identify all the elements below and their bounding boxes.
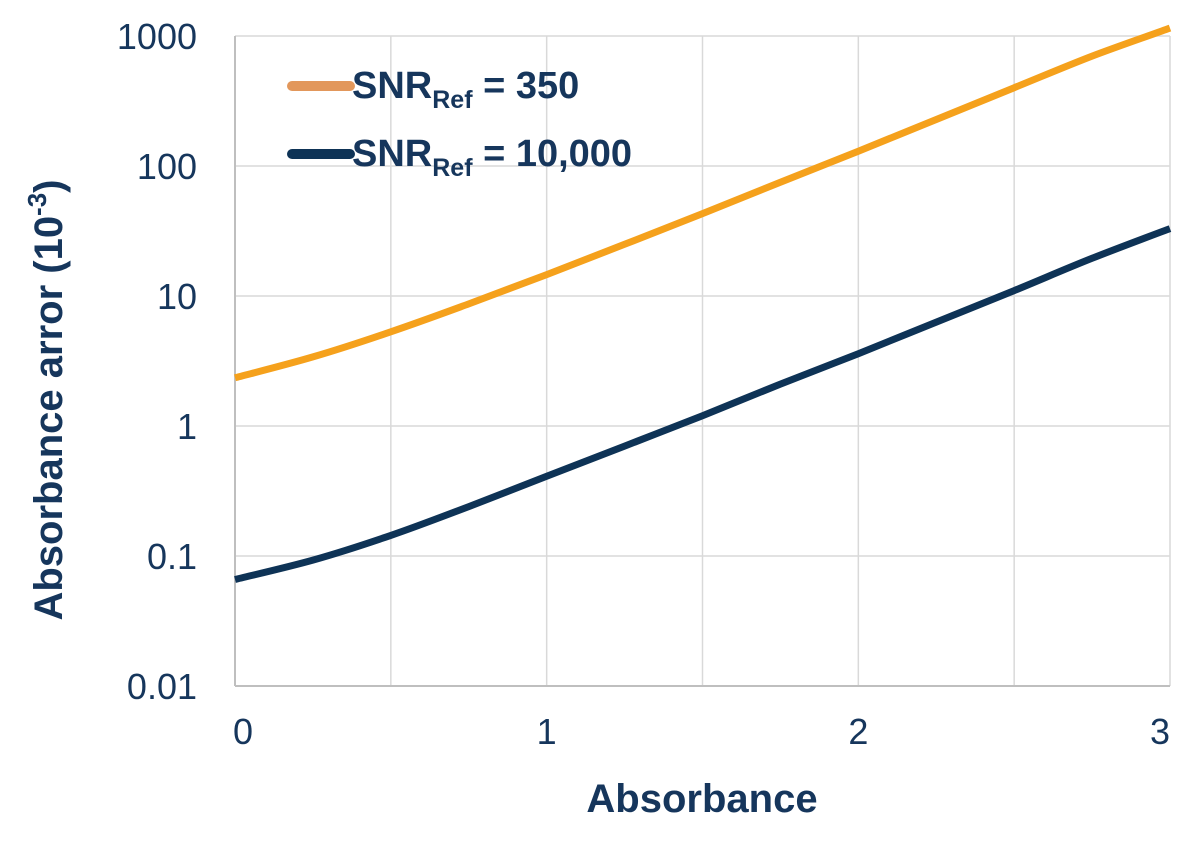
y-tick-label: 10 [157,276,197,317]
x-tick-label: 3 [1150,711,1170,752]
legend-item-1: SNRRef = 350 [287,65,579,114]
x-tick-label: 1 [537,711,557,752]
y-axis-title-suffix: ) [27,179,71,192]
legend-label-2: SNRRef = 10,000 [352,133,632,182]
y-tick-label: 1 [177,406,197,447]
y-axis-title-exponent: -3 [22,193,52,216]
grid [235,35,1171,686]
y-axis-title: Absorbance arror (10-3) [22,179,71,620]
x-tick-labels: 0 1 2 3 [233,711,1170,752]
series-line-2 [234,225,1172,583]
x-tick-label: 0 [233,711,253,752]
x-tick-label: 2 [848,711,868,752]
legend: SNRRef = 350 SNRRef = 10,000 [287,65,632,182]
y-tick-labels: 0.01 0.1 1 10 100 1000 [117,16,197,707]
y-tick-label: 0.01 [127,666,197,707]
y-tick-label: 100 [137,146,197,187]
series-line-1 [234,24,1172,382]
x-axis-title: Absorbance [586,777,817,821]
y-tick-label: 1000 [117,16,197,57]
legend-label-2-main: SNR [352,133,432,175]
legend-label-2-rest: = 10,000 [473,133,633,175]
legend-label-1-sub: Ref [432,86,473,114]
legend-label-1: SNRRef = 350 [352,65,579,114]
legend-label-1-main: SNR [352,65,432,107]
y-tick-label: 0.1 [147,536,197,577]
y-axis-title-main: Absorbance arror (10 [27,216,71,621]
legend-item-2: SNRRef = 10,000 [287,133,632,182]
series-lines [234,24,1172,583]
legend-label-2-sub: Ref [432,154,473,182]
legend-label-1-rest: = 350 [473,65,580,107]
